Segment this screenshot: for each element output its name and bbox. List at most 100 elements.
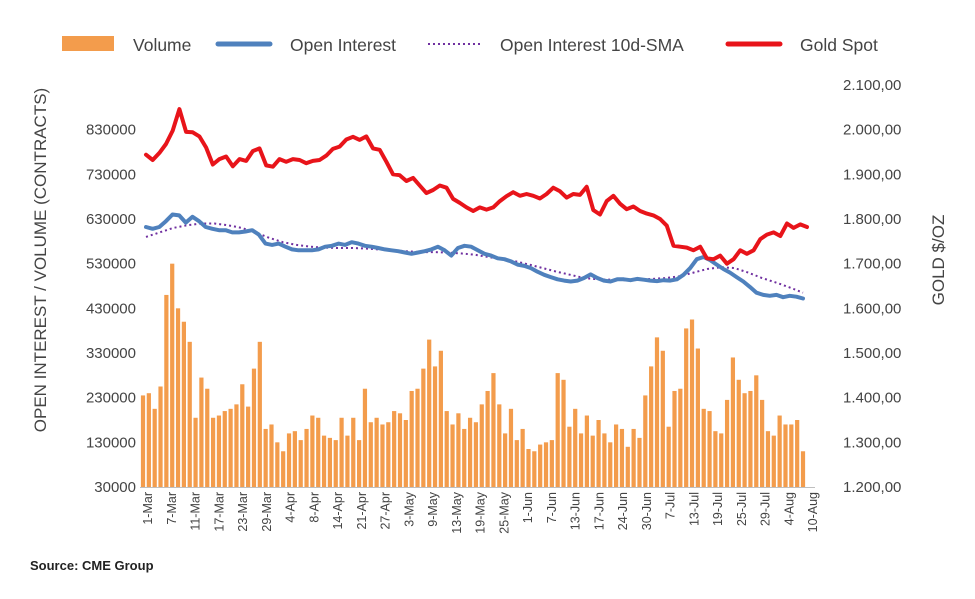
volume-bar bbox=[432, 366, 438, 487]
volume-bar bbox=[637, 437, 642, 487]
volume-bar bbox=[374, 417, 379, 487]
volume-bar bbox=[567, 426, 572, 487]
volume-bar bbox=[339, 417, 344, 487]
volume-bar bbox=[654, 337, 660, 487]
volume-bar bbox=[503, 433, 508, 487]
volume-bar bbox=[491, 373, 496, 487]
legend-label-volume: Volume bbox=[133, 35, 191, 55]
volume-bar bbox=[549, 440, 554, 487]
volume-bar bbox=[275, 442, 280, 487]
right-tick-label: 1.200,00 bbox=[843, 479, 901, 496]
volume-bar bbox=[590, 435, 595, 487]
volume-bar bbox=[146, 393, 151, 487]
volume-bar bbox=[520, 428, 525, 487]
volume-bar bbox=[310, 415, 315, 487]
volume-bar bbox=[415, 388, 420, 487]
x-tick-label: 17-Mar bbox=[212, 492, 226, 532]
volume-bar bbox=[298, 440, 303, 487]
x-tick-label: 10-Aug bbox=[806, 492, 820, 532]
volume-bar bbox=[362, 388, 368, 487]
right-axis-ticks: 1.200,00 1.300,00 1.400,00 1.500,00 1.600,00… bbox=[843, 77, 901, 496]
volume-bar bbox=[333, 440, 338, 487]
volume-bar bbox=[380, 424, 385, 487]
legend-swatch-volume bbox=[62, 36, 114, 51]
x-tick-label: 7-Jun bbox=[545, 492, 559, 523]
x-tick-label: 29-Mar bbox=[260, 492, 274, 532]
volume-bar bbox=[660, 350, 665, 487]
volume-bar bbox=[187, 341, 192, 487]
left-axis-title: OPEN INTEREST / VOLUME (CONTRACTS) bbox=[31, 88, 50, 432]
volume-bar bbox=[199, 377, 204, 487]
left-tick-label: 330000 bbox=[86, 345, 136, 362]
volume-bar bbox=[251, 368, 257, 487]
x-tick-label: 7-Jul bbox=[664, 492, 678, 519]
x-tick-label: 14-Apr bbox=[331, 492, 345, 530]
volume-bar bbox=[450, 424, 455, 487]
volume-bar bbox=[765, 431, 771, 487]
volume-bar bbox=[392, 411, 397, 487]
x-tick-label: 21-Apr bbox=[355, 492, 369, 530]
series-lines bbox=[144, 107, 809, 301]
left-tick-label: 30000 bbox=[94, 479, 136, 496]
volume-bar bbox=[514, 440, 519, 487]
right-tick-label: 1.900,00 bbox=[843, 166, 901, 183]
volume-bar bbox=[573, 408, 578, 487]
volume-bar bbox=[409, 390, 414, 487]
volume-bar bbox=[438, 350, 443, 487]
volume-bar bbox=[193, 417, 198, 487]
x-tick-label: 23-Mar bbox=[236, 492, 250, 532]
volume-bar bbox=[543, 442, 549, 487]
volume-bar bbox=[584, 415, 589, 487]
right-tick-label: 2.000,00 bbox=[843, 122, 901, 139]
volume-bar bbox=[689, 319, 695, 487]
volume-bar bbox=[421, 368, 426, 487]
volume-bar bbox=[783, 424, 788, 487]
source-note: Source: CME Group bbox=[30, 558, 154, 573]
volume-bar bbox=[269, 424, 274, 487]
open-interest-line bbox=[144, 212, 805, 301]
x-tick-label: 17-Jun bbox=[592, 492, 606, 530]
volume-bar bbox=[631, 428, 636, 487]
volume-bar bbox=[316, 417, 321, 487]
volume-bar bbox=[246, 406, 251, 487]
volume-bar bbox=[724, 399, 730, 487]
volume-bar bbox=[205, 388, 210, 487]
volume-bar bbox=[158, 386, 163, 487]
volume-bar bbox=[730, 357, 736, 487]
x-tick-label: 24-Jun bbox=[616, 492, 630, 530]
volume-bar bbox=[760, 399, 765, 487]
volume-bar bbox=[467, 417, 473, 487]
chart-legend: Volume Open Interest Open Interest 10d-S… bbox=[62, 35, 878, 55]
right-tick-label: 1.500,00 bbox=[843, 345, 901, 362]
volume-bar bbox=[789, 424, 794, 487]
left-axis-ticks: 30000 130000 230000 330000 430000 530000 63000… bbox=[86, 122, 136, 496]
volume-bar bbox=[684, 328, 689, 487]
volume-bar bbox=[351, 417, 356, 487]
right-tick-label: 1.800,00 bbox=[843, 211, 901, 228]
volume-bar bbox=[304, 428, 309, 487]
x-tick-label: 3-May bbox=[402, 491, 416, 526]
volume-bar bbox=[286, 433, 292, 487]
volume-bar bbox=[152, 408, 157, 487]
volume-bar bbox=[526, 449, 531, 487]
volume-bar bbox=[140, 395, 146, 487]
volume-bar bbox=[695, 348, 700, 487]
right-axis-title: GOLD $/OZ bbox=[929, 215, 948, 306]
volume-bar bbox=[795, 420, 800, 487]
volume-bar bbox=[462, 428, 467, 487]
volume-bar bbox=[538, 444, 543, 487]
x-tick-label: 25-May bbox=[497, 491, 511, 533]
volume-bar bbox=[508, 408, 514, 487]
x-tick-label: 13-May bbox=[450, 491, 464, 533]
volume-bar bbox=[222, 411, 227, 487]
volume-bar bbox=[345, 435, 350, 487]
x-tick-label: 13-Jun bbox=[569, 492, 583, 530]
volume-bar bbox=[596, 420, 601, 487]
left-tick-label: 130000 bbox=[86, 434, 136, 451]
right-tick-label: 1.700,00 bbox=[843, 256, 901, 273]
left-tick-label: 830000 bbox=[86, 122, 136, 139]
x-tick-label: 4-Apr bbox=[284, 492, 298, 523]
volume-bar bbox=[216, 415, 222, 487]
left-tick-label: 530000 bbox=[86, 256, 136, 273]
